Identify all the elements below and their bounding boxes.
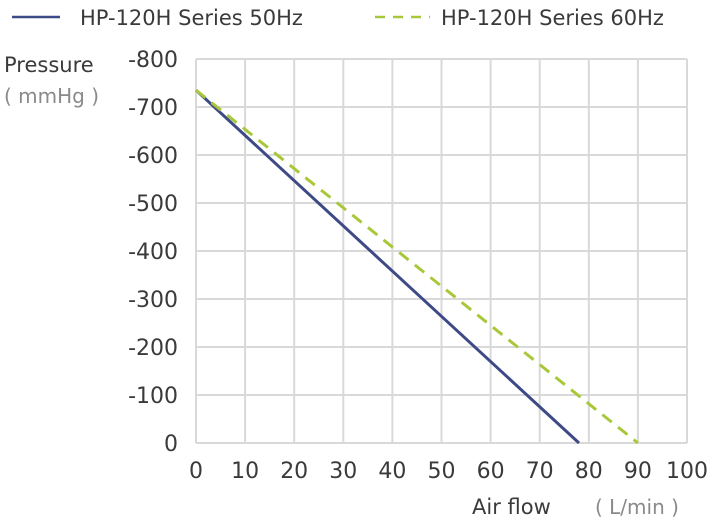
x-tick-label: 70 [526, 459, 554, 484]
series-line-50hz [194, 89, 581, 445]
legend-label-50hz: HP-120H Series 50Hz [80, 6, 303, 30]
y-tick-label: -200 [128, 336, 178, 361]
y-tick-label: -400 [128, 240, 178, 265]
plot-grid [195, 58, 688, 444]
legend-label-60hz: HP-120H Series 60Hz [441, 6, 664, 30]
x-axis-title: Air flow [472, 495, 551, 519]
legend: HP-120H Series 50Hz HP-120H Series 60Hz [12, 6, 664, 30]
x-axis-ticks: 0 10 20 30 40 50 60 70 80 90 100 [189, 459, 708, 484]
x-axis-unit: ( L/min ) [595, 495, 679, 519]
x-tick-label: 20 [280, 459, 308, 484]
series-line-60hz [195, 89, 639, 445]
x-tick-label: 40 [378, 459, 406, 484]
plot-series [194, 89, 639, 445]
y-tick-label: 0 [164, 432, 178, 457]
y-tick-label: -700 [128, 96, 178, 121]
x-tick-label: 30 [329, 459, 357, 484]
x-tick-label: 90 [624, 459, 652, 484]
y-tick-label: -500 [128, 192, 178, 217]
y-axis-title: Pressure [4, 53, 94, 77]
x-tick-label: 0 [189, 459, 203, 484]
x-tick-label: 60 [477, 459, 505, 484]
x-tick-label: 50 [428, 459, 456, 484]
y-tick-label: -300 [128, 288, 178, 313]
y-tick-label: -800 [128, 48, 178, 73]
y-tick-label: -100 [128, 384, 178, 409]
x-tick-label: 100 [666, 459, 708, 484]
y-axis-unit: ( mmHg ) [4, 84, 99, 108]
x-tick-label: 10 [231, 459, 259, 484]
y-tick-label: -600 [128, 144, 178, 169]
y-axis-ticks: 0 -100 -200 -300 -400 -500 -600 -700 -800 [128, 48, 178, 457]
x-tick-label: 80 [575, 459, 603, 484]
